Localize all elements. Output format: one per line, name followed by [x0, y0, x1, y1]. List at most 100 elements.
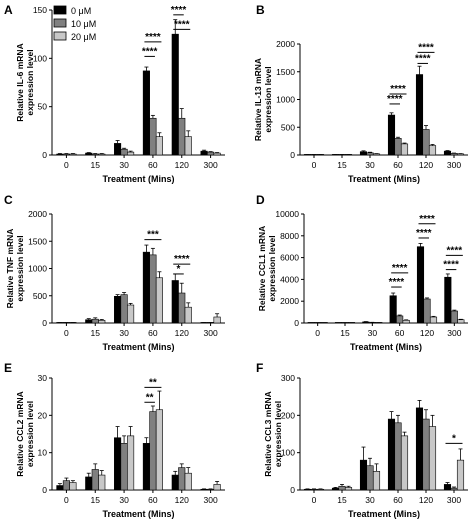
x-tick-label: 0	[64, 160, 69, 170]
bar	[387, 114, 396, 156]
x-tick-label: 60	[148, 495, 158, 505]
y-axis-title-line1: Relative CCL1 mRNA	[257, 226, 267, 312]
y-tick-label: 0	[290, 150, 295, 160]
x-tick-label: 15	[340, 328, 350, 338]
bar	[56, 485, 64, 491]
significance-label: **	[146, 392, 154, 403]
significance-label: ****	[419, 214, 435, 225]
x-tick-label: 300	[447, 160, 461, 170]
x-tick-label: 0	[312, 495, 317, 505]
y-tick-label: 200	[281, 410, 295, 420]
legend-swatch-2	[53, 31, 67, 41]
panel-d: D 0 2000 4000 6000 8000 10000 0 15 30 60 120 300 ****…	[256, 193, 468, 352]
bar	[207, 488, 215, 491]
bar	[155, 136, 163, 156]
y-axis-title-line2: expression level	[267, 235, 277, 301]
legend-label-2: 20 μM	[71, 32, 96, 42]
bar	[428, 426, 437, 491]
y-tick-label: 2000	[280, 296, 299, 306]
x-tick-label: 300	[447, 495, 461, 505]
significance-label: ****	[145, 32, 161, 43]
y-tick-label: 8000	[280, 231, 299, 241]
bar	[184, 472, 192, 491]
y-tick-label: 500	[33, 291, 47, 301]
y-tick-label: 6000	[280, 253, 299, 263]
bar	[372, 153, 381, 156]
panel-label: E	[4, 361, 12, 375]
x-tick-label: 0	[64, 328, 69, 338]
bar	[98, 474, 106, 491]
y-tick-label: 10000	[275, 209, 299, 219]
y-axis-title-line2: expression level	[25, 401, 35, 467]
bar	[303, 488, 312, 491]
bar	[400, 143, 409, 156]
bar	[127, 435, 135, 491]
bar	[98, 319, 106, 324]
bar	[56, 153, 64, 156]
bar	[178, 292, 186, 324]
bar	[127, 304, 135, 324]
bar	[331, 487, 340, 491]
significance-label: ***	[147, 230, 159, 241]
x-tick-label: 30	[365, 495, 375, 505]
bar	[178, 467, 186, 491]
y-axis-title-line1: Relative CCL2 mRNA	[15, 391, 25, 477]
bar	[389, 295, 397, 324]
bar	[387, 418, 396, 491]
bar	[359, 151, 368, 156]
bar	[444, 276, 452, 324]
bar	[91, 153, 99, 156]
bar	[171, 474, 179, 491]
x-tick-label: 60	[148, 160, 158, 170]
bar	[62, 480, 70, 491]
x-axis-title: Treatment (Mins)	[102, 174, 174, 184]
legend: 0 μM 10 μM 20 μM	[53, 5, 96, 42]
x-tick-label: 60	[393, 495, 403, 505]
bar	[69, 482, 77, 491]
y-tick-label: 0	[42, 318, 47, 328]
bar	[155, 277, 163, 324]
y-axis-title-line1: Relative CCL3 mRNA	[263, 391, 273, 477]
significance-label: ****	[392, 263, 408, 274]
significance-label: ****	[443, 260, 459, 271]
y-axis-title-line1: Relative IL-13 mRNA	[253, 58, 263, 141]
y-axis-title-line2: expression level	[25, 49, 35, 115]
bar	[416, 246, 425, 324]
y-axis-title: Relative CCL3 mRNAexpression level	[263, 391, 283, 477]
bar	[402, 319, 410, 324]
x-tick-label: 30	[119, 328, 129, 338]
legend-label-0: 0 μM	[71, 6, 91, 16]
bar	[62, 153, 70, 156]
bar	[396, 315, 404, 324]
panel-label: C	[4, 193, 13, 207]
panel-f: F 0 100 200 300 0 15 30 60 120 300 * Treatment (Mins…	[256, 361, 468, 519]
x-tick-label: 30	[119, 495, 129, 505]
y-tick-label: 2000	[276, 39, 295, 49]
bar	[149, 411, 157, 491]
panel-label: B	[256, 3, 265, 17]
bar	[178, 117, 186, 156]
y-tick-label: 50	[38, 102, 48, 112]
bar	[338, 485, 346, 491]
bar	[423, 298, 431, 324]
x-tick-label: 120	[175, 160, 189, 170]
significance-label: ****	[174, 19, 190, 30]
bar	[456, 459, 465, 491]
x-tick-label: 300	[447, 328, 461, 338]
significance-label: ****	[389, 277, 405, 288]
bar	[400, 435, 409, 491]
y-tick-label: 1000	[276, 95, 295, 105]
bar	[415, 407, 424, 491]
bar	[429, 316, 438, 324]
bar	[422, 129, 430, 156]
bar	[142, 443, 150, 491]
y-axis-title-line1: Relative IL-6 mRNA	[15, 43, 25, 121]
significance-label: ****	[387, 94, 403, 105]
bar	[415, 74, 424, 156]
x-tick-label: 120	[175, 495, 189, 505]
bar	[200, 488, 208, 491]
bar	[422, 418, 430, 491]
